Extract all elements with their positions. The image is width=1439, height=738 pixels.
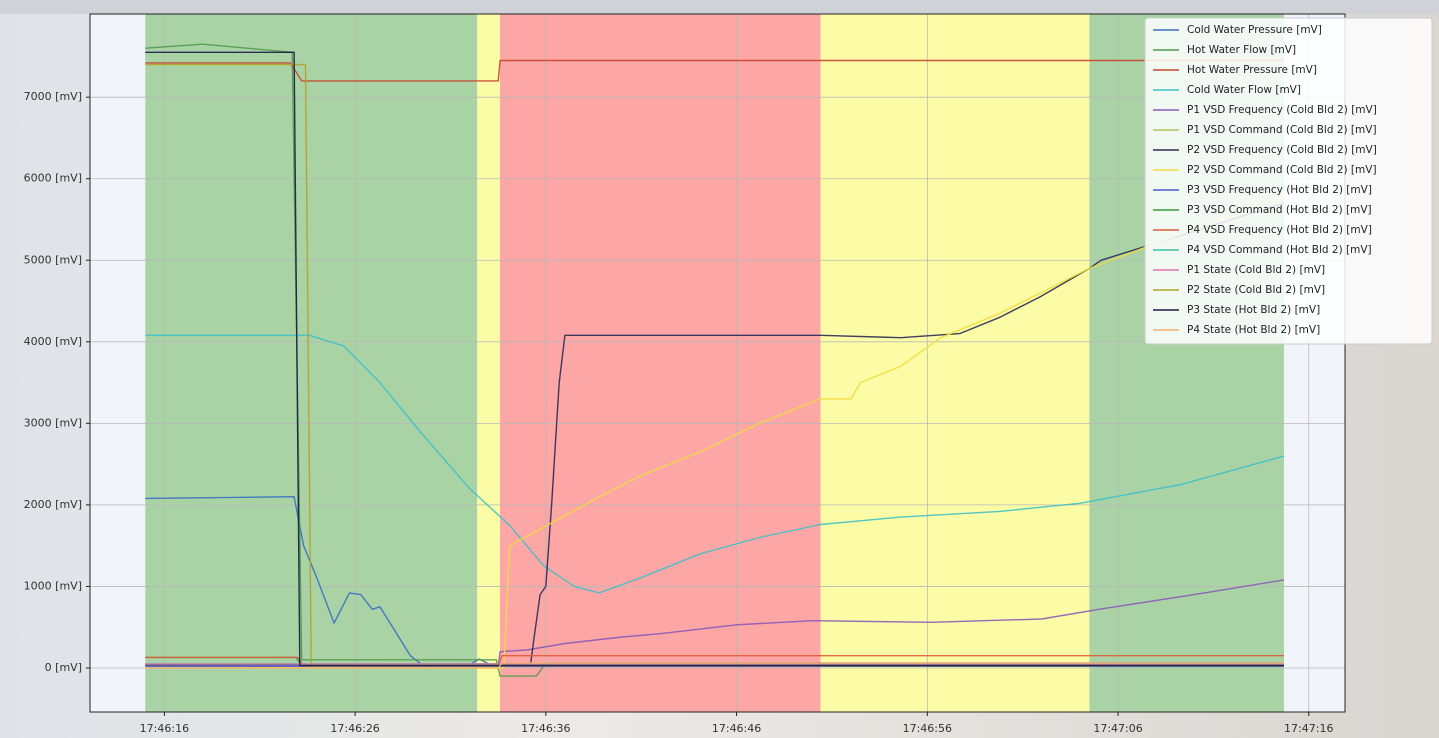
legend-label: P1 VSD Command (Cold Bld 2) [mV] bbox=[1187, 124, 1377, 136]
x-tick-label: 17:46:36 bbox=[521, 722, 570, 735]
x-tick-label: 17:46:16 bbox=[140, 722, 189, 735]
series-line bbox=[145, 43, 1284, 677]
legend-label: Hot Water Pressure [mV] bbox=[1187, 64, 1317, 76]
x-tick-label: 17:46:56 bbox=[903, 722, 952, 735]
legend: Cold Water Pressure [mV] Hot Water Flow [… bbox=[1144, 17, 1433, 345]
legend-label: P2 VSD Frequency (Cold Bld 2) [mV] bbox=[1187, 144, 1377, 156]
legend-label: P1 State (Cold Bld 2) [mV] bbox=[1187, 264, 1325, 276]
legend-label: P3 State (Hot Bld 2) [mV] bbox=[1187, 304, 1320, 316]
y-tick-label: 0 [mV] bbox=[45, 661, 82, 674]
legend-label: Hot Water Flow [mV] bbox=[1187, 44, 1296, 56]
legend-label: P2 VSD Command (Cold Bld 2) [mV] bbox=[1187, 164, 1377, 176]
legend-label: P1 VSD Frequency (Cold Bld 2) [mV] bbox=[1187, 104, 1377, 116]
x-tick-label: 17:47:16 bbox=[1284, 722, 1333, 735]
span bbox=[820, 14, 1090, 712]
legend-label: Cold Water Pressure [mV] bbox=[1187, 24, 1322, 36]
series-line bbox=[145, 202, 1285, 666]
y-tick-label: 5000 [mV] bbox=[24, 253, 82, 266]
legend-label: P3 VSD Command (Hot Bld 2) [mV] bbox=[1187, 204, 1372, 216]
series-line bbox=[145, 194, 1285, 669]
legend-label: P2 State (Cold Bld 2) [mV] bbox=[1187, 284, 1325, 296]
y-tick-label: 1000 [mV] bbox=[24, 579, 82, 592]
legend-label: P3 VSD Frequency (Hot Bld 2) [mV] bbox=[1187, 184, 1372, 196]
span bbox=[500, 14, 821, 712]
y-tick-label: 4000 [mV] bbox=[24, 335, 82, 348]
series-line bbox=[145, 334, 1285, 594]
series-line bbox=[145, 59, 1284, 82]
series-line bbox=[145, 662, 1284, 669]
y-tick-label: 2000 [mV] bbox=[24, 498, 82, 511]
span bbox=[477, 14, 501, 712]
legend-label: P4 VSD Frequency (Hot Bld 2) [mV] bbox=[1187, 224, 1372, 236]
y-tick-label: 3000 [mV] bbox=[24, 416, 82, 429]
y-tick-label: 6000 [mV] bbox=[24, 172, 82, 185]
y-tick-label: 7000 [mV] bbox=[24, 90, 82, 103]
legend-label: P4 State (Hot Bld 2) [mV] bbox=[1187, 324, 1320, 336]
series-line bbox=[145, 51, 1284, 667]
span-layer bbox=[145, 14, 1284, 712]
x-tick-label: 17:46:26 bbox=[330, 722, 379, 735]
line-layer bbox=[145, 43, 1285, 677]
top-strip bbox=[0, 0, 1439, 14]
grid-layer bbox=[90, 14, 1345, 712]
legend-label: Cold Water Flow [mV] bbox=[1187, 84, 1301, 96]
span bbox=[145, 14, 478, 712]
legend-box bbox=[1144, 17, 1433, 345]
plot-frame bbox=[89, 13, 1346, 713]
x-tick-label: 17:47:06 bbox=[1093, 722, 1142, 735]
axis-layer: 0 [mV] 1000 [mV] 2000 [mV] 3000 [mV] 4000 [m… bbox=[24, 90, 1334, 735]
x-tick-label: 17:46:46 bbox=[712, 722, 761, 735]
legend-label: P4 VSD Command (Hot Bld 2) [mV] bbox=[1187, 244, 1372, 256]
